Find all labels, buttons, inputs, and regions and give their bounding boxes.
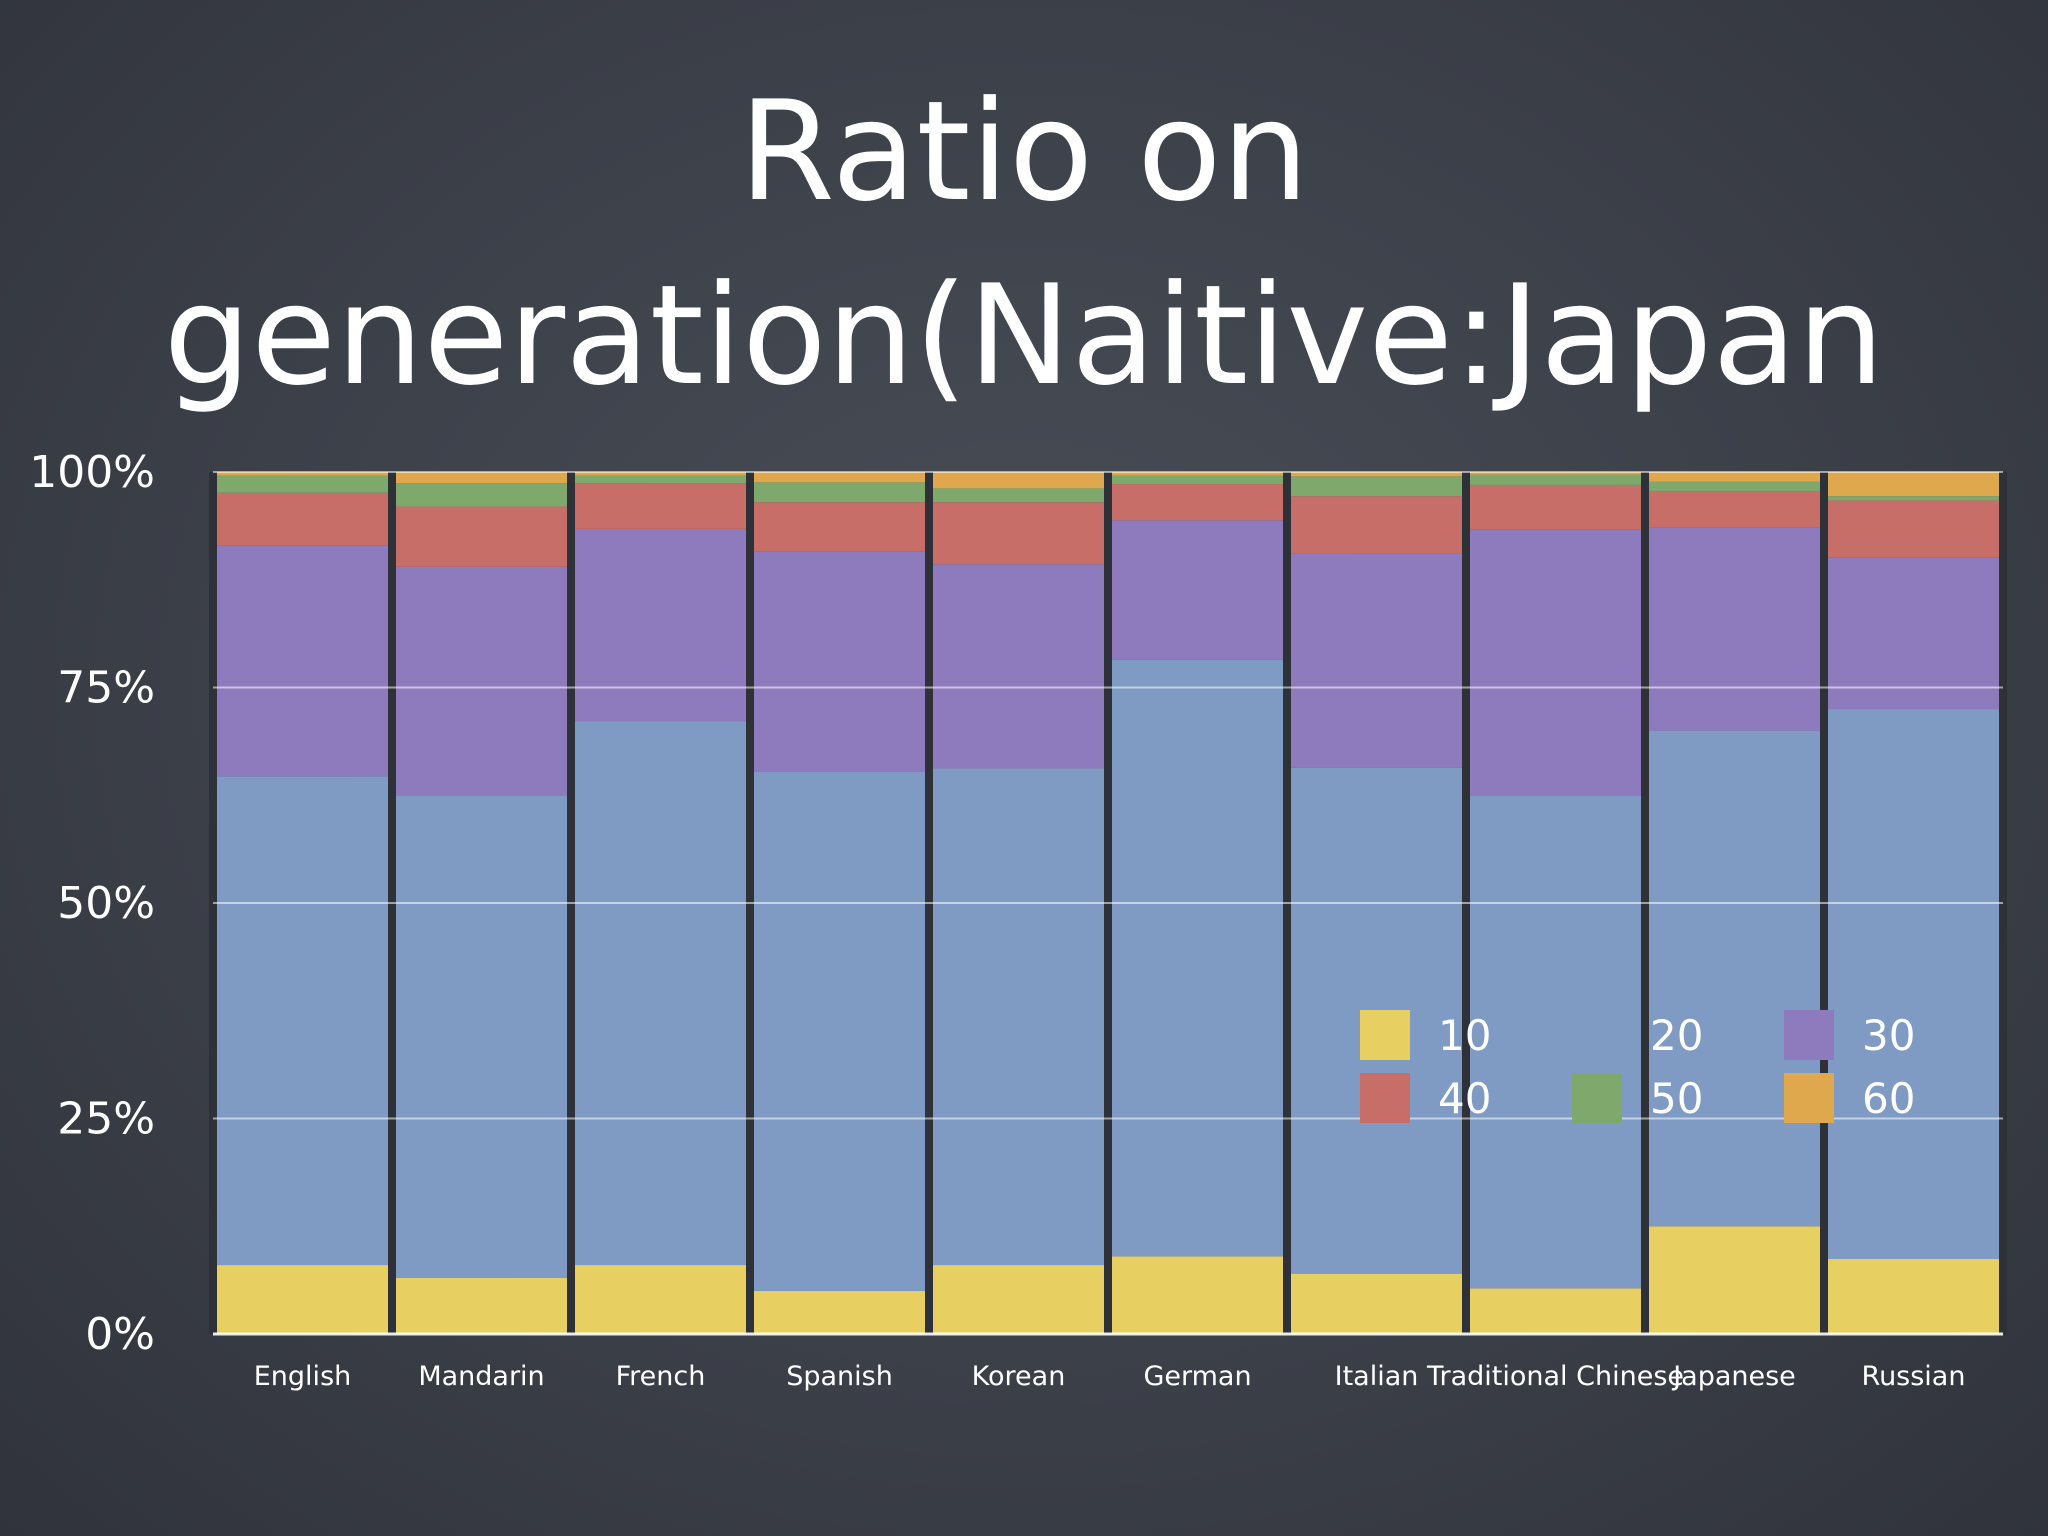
bar-segment — [1291, 476, 1462, 497]
bar-segment — [1649, 490, 1820, 528]
bar-segment — [754, 771, 925, 1291]
x-tick-label: Mandarin — [418, 1361, 544, 1392]
bar-segment — [933, 472, 1104, 489]
bar-segment — [396, 506, 567, 567]
bar-segment — [575, 528, 746, 722]
bar-segment — [1828, 496, 1999, 501]
bar-segment — [396, 472, 567, 484]
x-axis: English Mandarin French Spanish Korean German… — [254, 1361, 1966, 1392]
bar-segment — [1649, 1226, 1820, 1334]
bar-segment — [933, 488, 1104, 503]
bar-segment — [396, 1277, 567, 1334]
y-tick-label: 50% — [57, 878, 155, 929]
bar-segment — [1112, 472, 1283, 476]
y-tick-label: 100% — [29, 447, 155, 498]
bar-segment — [1470, 484, 1641, 530]
bar-segment — [1470, 472, 1641, 475]
bar-segment — [1470, 1288, 1641, 1334]
bar-segment — [933, 1265, 1104, 1334]
legend-label: 50 — [1650, 1074, 1703, 1123]
x-tick-label: French — [616, 1361, 706, 1392]
bar-segment — [1112, 484, 1283, 521]
slide-title: Ratio on generation(Naitive:Japan — [163, 71, 1885, 416]
bar-segment — [1828, 500, 1999, 558]
bar-segment — [754, 472, 925, 483]
bar-segment — [1828, 472, 1999, 497]
legend-swatch — [1784, 1073, 1834, 1123]
bar-segment — [1291, 553, 1462, 768]
bar-segment — [1291, 472, 1462, 477]
legend-label: 60 — [1862, 1074, 1915, 1123]
y-axis: 0% 25% 50% 75% 100% — [29, 447, 155, 1360]
y-tick-label: 0% — [85, 1309, 155, 1360]
bar-segment — [933, 768, 1104, 1266]
bar-segment — [575, 475, 746, 484]
bar-segment — [1649, 730, 1820, 1227]
bar-segment — [217, 545, 388, 777]
bar-segment — [1649, 527, 1820, 731]
legend: 10 20 30 40 50 60 — [1360, 1010, 1915, 1123]
legend-label: 40 — [1438, 1074, 1491, 1123]
y-tick-label: 75% — [57, 663, 155, 714]
bar-segment — [933, 564, 1104, 769]
bar-segment — [1828, 557, 1999, 710]
bar-segment — [575, 721, 746, 1266]
bar-segment — [217, 776, 388, 1266]
legend-swatch — [1784, 1010, 1834, 1060]
x-tick-label: English — [254, 1361, 352, 1392]
bar-segment — [1291, 496, 1462, 554]
bar-segment — [1291, 1273, 1462, 1334]
legend-label: 10 — [1438, 1011, 1491, 1060]
x-tick-label: Spanish — [786, 1361, 893, 1392]
bar-segment — [217, 492, 388, 546]
x-tick-label: Traditional Chinese — [1426, 1361, 1684, 1392]
bar-segment — [1112, 475, 1283, 485]
gridlines — [213, 471, 2003, 1336]
bar-segment — [1470, 474, 1641, 485]
x-tick-label: Italian — [1335, 1361, 1419, 1392]
bar-segment — [754, 482, 925, 503]
bar-segment — [1112, 520, 1283, 660]
bar-segment — [575, 483, 746, 529]
x-tick-label: Russian — [1862, 1361, 1966, 1392]
bar-segment — [1470, 529, 1641, 796]
bar-segment — [933, 502, 1104, 565]
legend-swatch — [1360, 1010, 1410, 1060]
bar-segment — [396, 795, 567, 1278]
bar-segment — [754, 551, 925, 772]
x-tick-label: Japanese — [1671, 1361, 1796, 1392]
bar-segment — [1649, 472, 1820, 482]
x-tick-label: Korean — [972, 1361, 1066, 1392]
bar-segment — [1649, 481, 1820, 491]
y-tick-label: 25% — [57, 1094, 155, 1145]
bar-segment — [1112, 1256, 1283, 1334]
x-tick-label: German — [1143, 1361, 1251, 1392]
bar-segment — [1112, 659, 1283, 1257]
bar-segment — [217, 1265, 388, 1334]
legend-swatch — [1572, 1073, 1622, 1123]
bar-segment — [1828, 1259, 1999, 1334]
legend-label: 30 — [1862, 1011, 1915, 1060]
legend-label: 20 — [1650, 1011, 1703, 1060]
bar-segment — [396, 566, 567, 796]
legend-swatch — [1360, 1073, 1410, 1123]
bar-segment — [217, 475, 388, 493]
bar-segment — [575, 472, 746, 476]
bar-segment — [754, 502, 925, 552]
bar-segment — [754, 1290, 925, 1334]
bars-layer — [209, 472, 2007, 1334]
bar-segment — [575, 1265, 746, 1334]
bar-segment — [1828, 709, 1999, 1260]
legend-swatch — [1572, 1010, 1622, 1060]
bar-segment — [217, 472, 388, 476]
bar-segment — [396, 483, 567, 507]
